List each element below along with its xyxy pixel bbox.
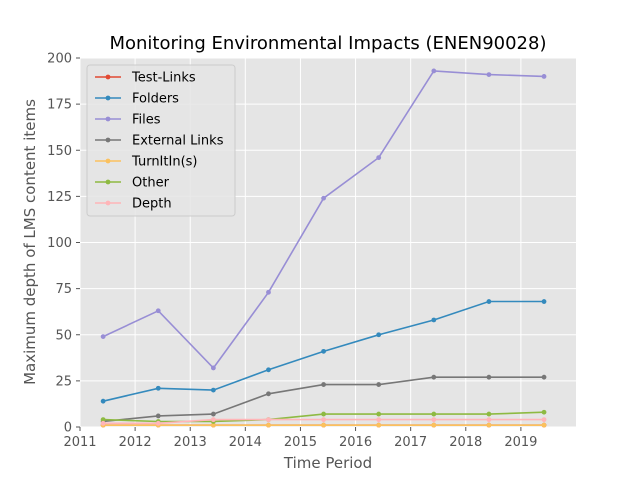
x-tick-label: 2017 <box>394 435 427 450</box>
data-point-files <box>100 334 106 339</box>
data-point-external-links <box>266 391 271 397</box>
y-tick-label: 0 <box>64 421 72 436</box>
data-point-files <box>210 365 216 371</box>
legend-label-folders: Folders <box>132 92 179 107</box>
legend-marker-other <box>105 179 111 185</box>
x-tick-labels: 2011 2012 2013 2014 2015 2016 2017 2018 2019 <box>63 427 537 450</box>
data-point-folders <box>210 387 216 393</box>
y-tick-labels: 0 25 50 75 100 125 150 175 200 <box>47 52 80 436</box>
x-tick-label: 2015 <box>284 435 317 450</box>
data-point-files <box>376 155 382 161</box>
y-tick-label: 200 <box>47 52 72 67</box>
x-axis-label: Time Period <box>283 454 372 472</box>
x-tick-label: 2011 <box>63 435 96 450</box>
series-files <box>100 68 547 371</box>
x-tick-label: 2019 <box>504 435 537 450</box>
data-point-files <box>321 195 326 201</box>
legend-marker-external-links <box>105 137 111 143</box>
data-point-external-links <box>155 413 161 419</box>
data-point-turnitin-s <box>431 422 437 428</box>
legend-marker-test-links <box>105 74 111 80</box>
data-point-depth <box>100 420 106 426</box>
data-point-depth <box>210 417 216 423</box>
data-point-turnitin-s <box>541 422 547 428</box>
x-tick-label: 2018 <box>449 435 482 450</box>
y-tick-label: 125 <box>47 190 72 205</box>
y-tick-label: 150 <box>47 144 72 159</box>
data-point-folders <box>321 348 326 354</box>
data-point-external-links <box>210 411 216 417</box>
x-tick-label: 2012 <box>119 435 152 450</box>
legend-marker-turnitin-s <box>105 158 111 164</box>
data-point-files <box>431 68 437 74</box>
data-point-depth <box>321 417 326 423</box>
y-tick-label: 100 <box>47 236 72 251</box>
series-folders <box>100 299 547 404</box>
chart-title: Monitoring Environmental Impacts (ENEN90… <box>109 33 546 54</box>
data-point-turnitin-s <box>210 422 216 428</box>
data-point-external-links <box>541 374 547 380</box>
data-point-depth <box>486 417 492 423</box>
data-point-folders <box>266 367 271 373</box>
data-point-other <box>541 409 547 415</box>
legend-label-depth: Depth <box>132 197 172 212</box>
data-point-folders <box>431 317 437 323</box>
series-turnitin-s <box>100 422 547 428</box>
data-point-folders <box>486 299 492 304</box>
data-point-depth <box>376 417 382 423</box>
series-depth <box>100 417 547 426</box>
legend-label-files: Files <box>132 113 161 128</box>
legend-marker-folders <box>105 95 111 101</box>
data-point-depth <box>266 417 271 423</box>
data-point-files <box>486 72 492 78</box>
legend: Test-Links Folders Files External Links Turn… <box>86 64 236 217</box>
data-point-depth <box>155 420 161 426</box>
data-point-other <box>321 411 326 417</box>
data-point-other <box>486 411 492 417</box>
y-tick-label: 25 <box>55 374 72 389</box>
data-point-other <box>431 411 437 417</box>
y-tick-label: 75 <box>55 282 72 297</box>
data-point-files <box>266 289 271 295</box>
data-point-folders <box>100 398 106 404</box>
x-tick-label: 2016 <box>339 435 372 450</box>
data-point-external-links <box>486 374 492 380</box>
y-tick-label: 50 <box>55 328 72 343</box>
data-point-depth <box>541 417 547 423</box>
data-point-other <box>376 411 382 417</box>
data-point-depth <box>431 417 437 423</box>
legend-label-external-links: External Links <box>132 134 224 149</box>
legend-marker-depth <box>105 200 111 206</box>
y-axis-label: Maximum depth of LMS content items <box>21 99 39 385</box>
data-point-external-links <box>376 382 382 387</box>
data-point-turnitin-s <box>376 422 382 428</box>
x-tick-label: 2013 <box>174 435 207 450</box>
legend-marker-files <box>105 116 111 122</box>
data-point-turnitin-s <box>486 422 492 428</box>
data-point-folders <box>541 299 547 304</box>
series-group <box>100 68 547 428</box>
y-tick-label: 175 <box>47 98 72 113</box>
x-tick-label: 2014 <box>229 435 262 450</box>
legend-box <box>86 64 236 217</box>
data-point-other <box>100 417 106 423</box>
data-point-folders <box>155 385 161 391</box>
data-point-turnitin-s <box>321 422 326 428</box>
legend-label-other: Other <box>132 176 170 191</box>
data-point-folders <box>376 332 382 338</box>
legend-label-test-links: Test-Links <box>131 71 196 86</box>
data-point-files <box>541 74 547 79</box>
data-point-external-links <box>321 382 326 387</box>
data-point-turnitin-s <box>266 422 271 428</box>
data-point-external-links <box>431 374 437 380</box>
legend-label-turnitin-s: TurnItIn(s) <box>131 155 197 170</box>
data-point-files <box>155 308 161 314</box>
